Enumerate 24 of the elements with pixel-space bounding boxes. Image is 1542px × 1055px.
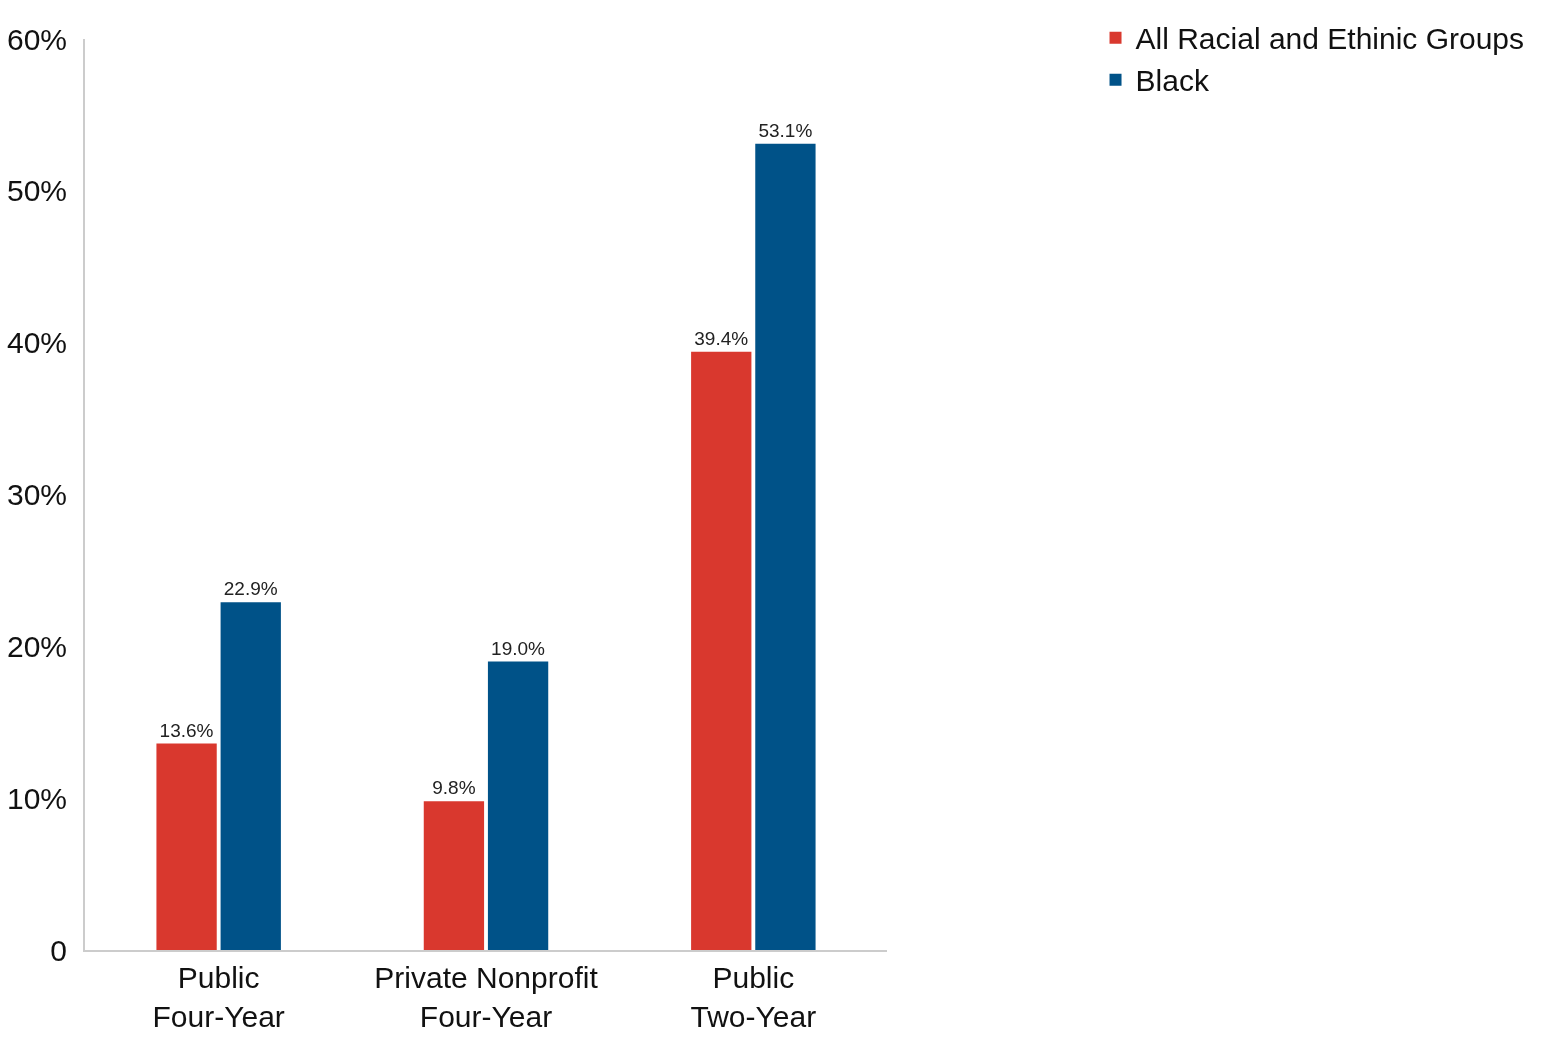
bar — [487, 661, 549, 950]
data-label: 9.8% — [432, 777, 476, 799]
bar — [423, 801, 485, 950]
legend-label: All Racial and Ethinic Groups — [1135, 22, 1525, 56]
bar — [755, 143, 816, 950]
y-tick-label: 10% — [6, 781, 67, 815]
data-label: 22.9% — [223, 578, 278, 600]
y-tick-label: 50% — [6, 174, 67, 208]
y-tick-label: 0 — [50, 933, 67, 967]
data-label: 13.6% — [159, 719, 214, 741]
bar — [220, 602, 281, 950]
y-tick-label: 40% — [6, 326, 67, 360]
x-tick-label: Private Nonprofit Four-Year — [374, 961, 599, 1033]
x-tick-label: Public Four-Year — [152, 961, 285, 1033]
data-label: 53.1% — [758, 119, 813, 141]
y-tick-label: 60% — [6, 22, 67, 56]
y-tick-label: 30% — [6, 478, 67, 511]
data-label: 39.4% — [694, 327, 749, 349]
legend-label: Black — [1135, 64, 1210, 98]
bar — [156, 743, 217, 950]
y-tick-label: 20% — [6, 629, 67, 663]
data-label: 19.0% — [491, 637, 546, 659]
bar — [691, 351, 752, 950]
x-tick-label: Public Two-Year — [690, 961, 817, 1033]
